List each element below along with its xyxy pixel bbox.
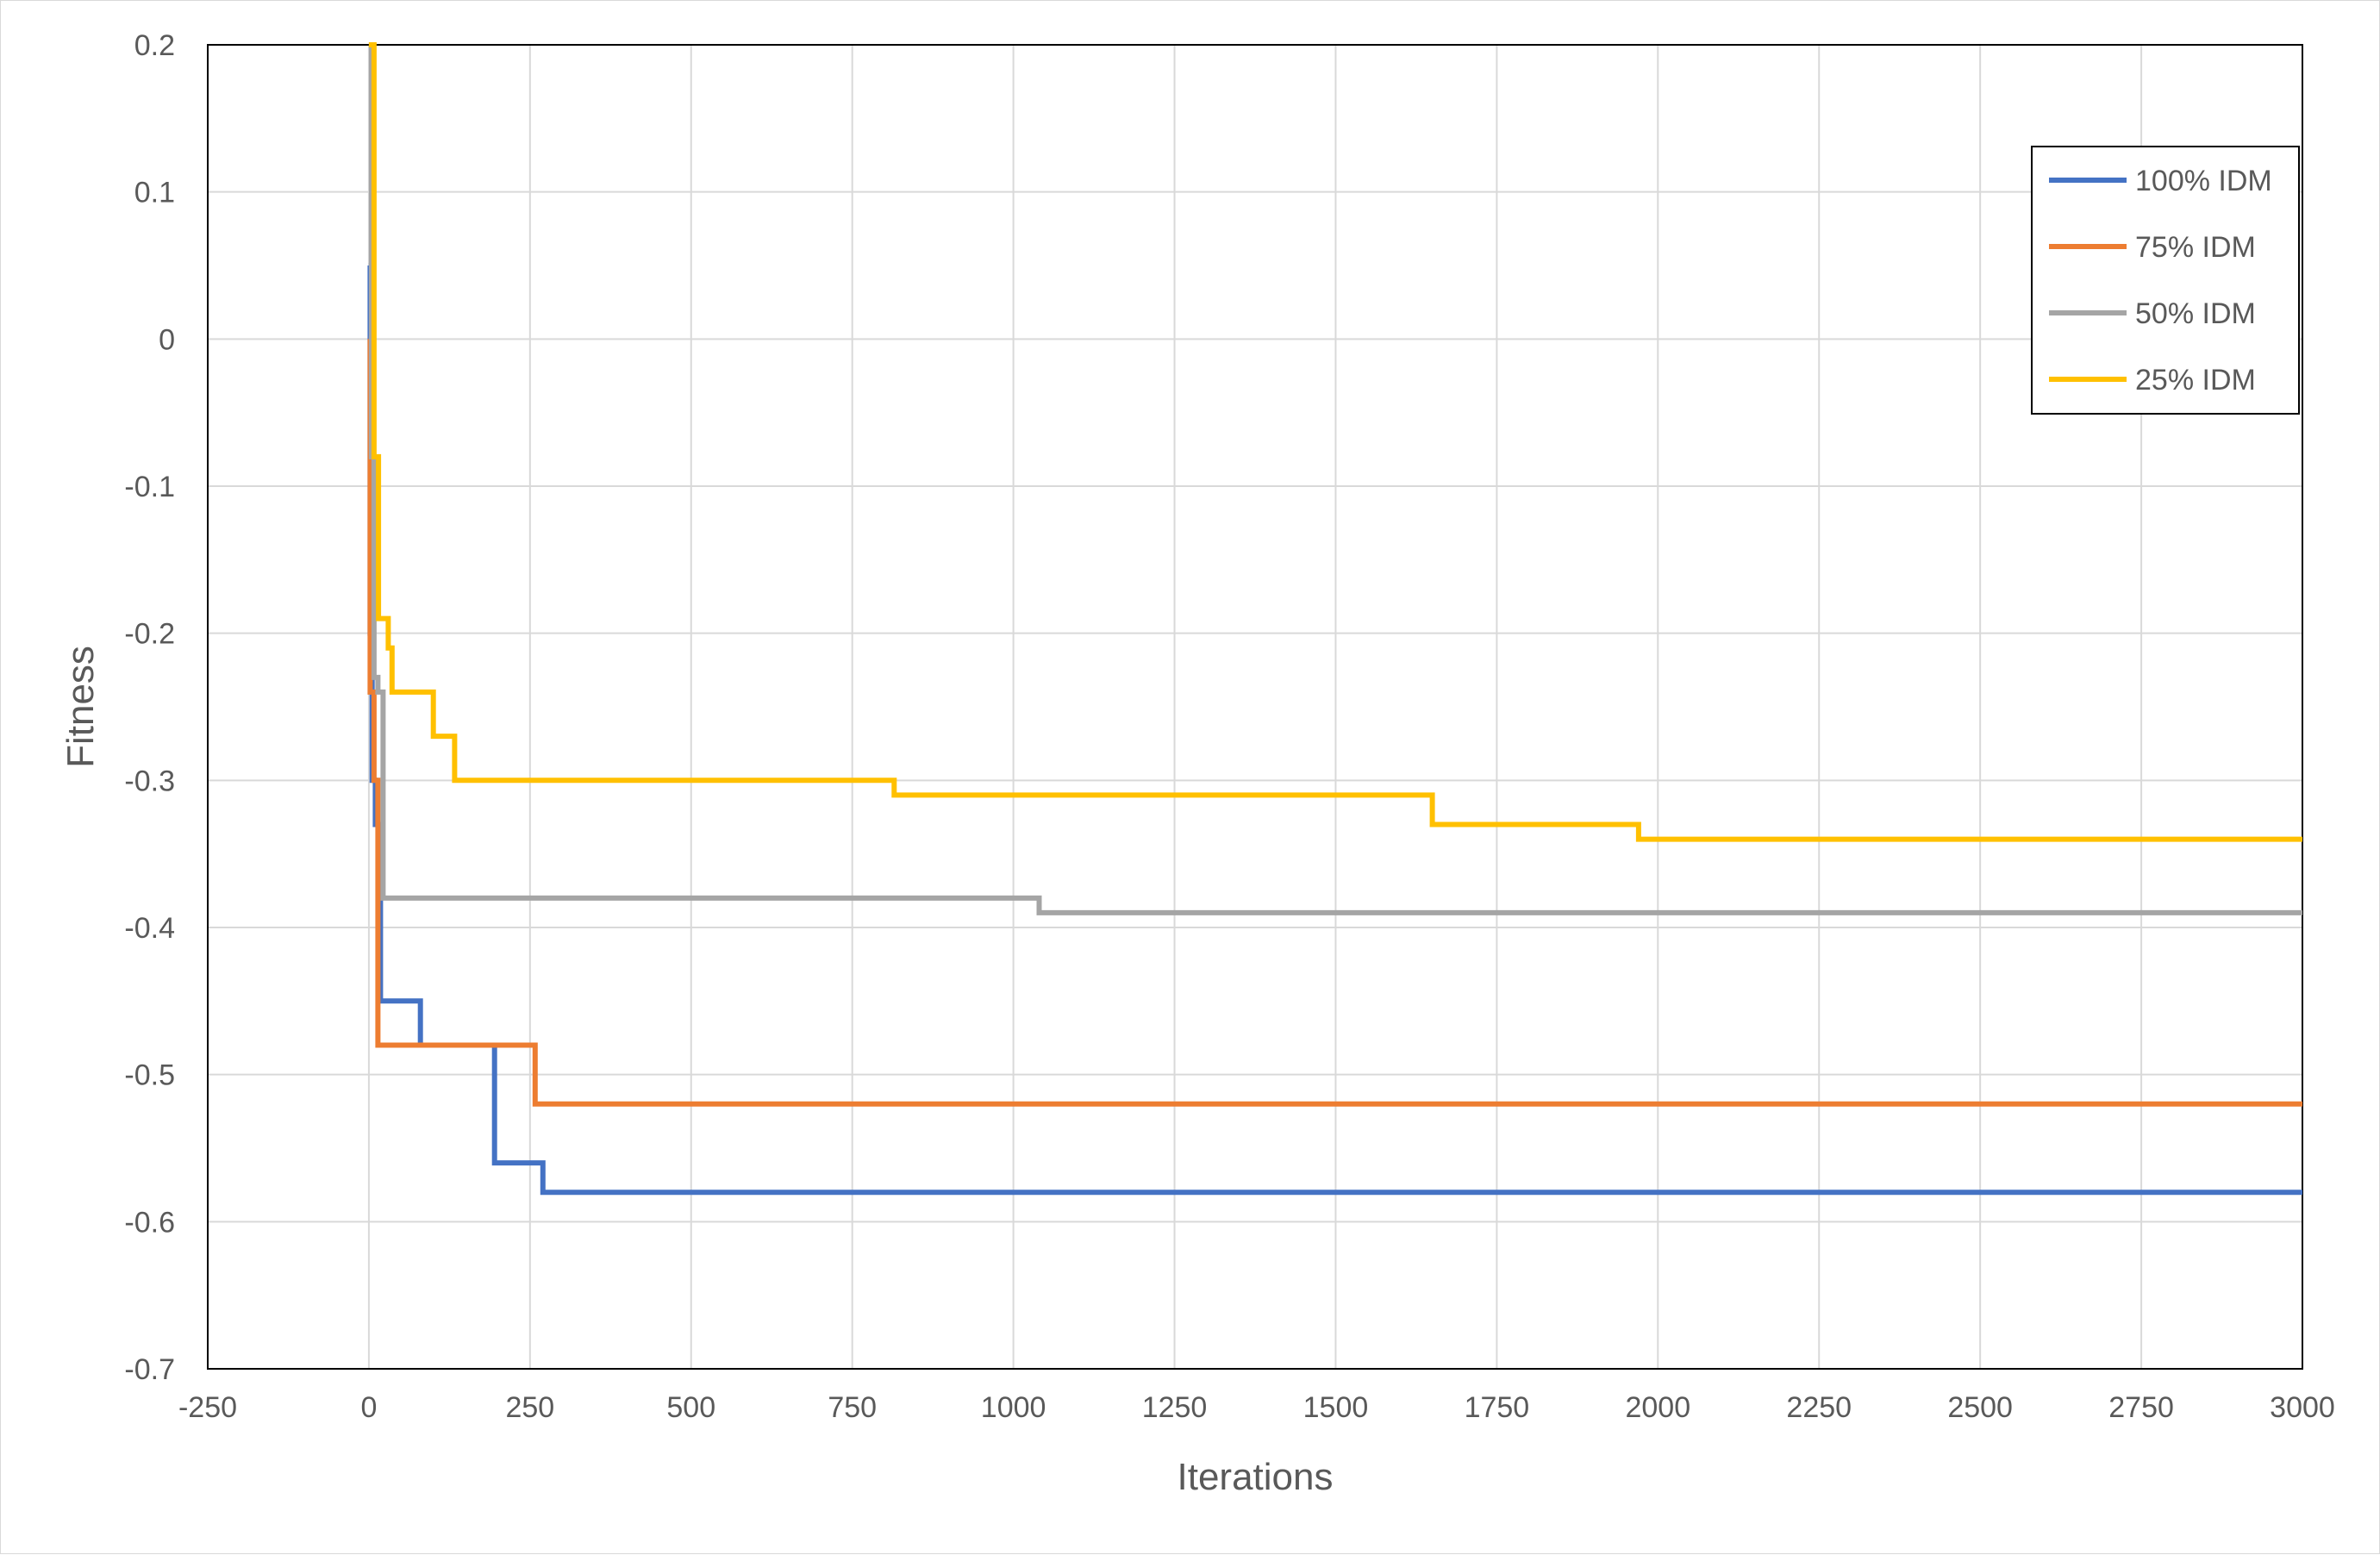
- x-tick-label: 2000: [1625, 1391, 1690, 1424]
- y-tick-label: -0.2: [124, 618, 175, 651]
- y-tick-label: -0.6: [124, 1206, 175, 1239]
- legend-box: [2031, 146, 2300, 415]
- x-tick-label: 0: [360, 1391, 377, 1424]
- y-tick-label: 0.2: [134, 29, 175, 62]
- x-tick-label: 1500: [1303, 1391, 1369, 1424]
- x-tick-label: 250: [505, 1391, 554, 1424]
- x-axis-title: Iterations: [1178, 1456, 1334, 1498]
- x-tick-label: 2250: [1786, 1391, 1852, 1424]
- x-tick-label: 750: [828, 1391, 877, 1424]
- series-line-75-idm: [367, 336, 2302, 1107]
- legend: 100% IDM 75% IDM 50% IDM 25% IDM: [2031, 146, 2300, 415]
- y-tick-label: -0.7: [124, 1353, 175, 1386]
- legend-label-50-idm: 50% IDM: [2135, 297, 2256, 330]
- x-tick-label: -250: [178, 1391, 237, 1424]
- y-tick-label: -0.4: [124, 912, 175, 945]
- x-tick-label: 1000: [981, 1391, 1046, 1424]
- x-tick-label: 500: [666, 1391, 715, 1424]
- legend-label-25-idm: 25% IDM: [2135, 364, 2256, 397]
- y-tick-label: -0.3: [124, 765, 175, 797]
- legend-label-75-idm: 75% IDM: [2135, 231, 2256, 264]
- x-tick-label: 1750: [1465, 1391, 1530, 1424]
- plot-area-border: [207, 44, 2303, 1370]
- legend-label-100-idm: 100% IDM: [2135, 165, 2272, 197]
- x-axis-ticks: -250 0 250 500 750 1000 1250 1500 1750 2000 2250 25…: [178, 1391, 2335, 1424]
- y-axis-ticks: 0.2 0.1 0 -0.1 -0.2 -0.3 -0.4 -0.5 -0.6 -0.7: [124, 29, 175, 1386]
- series-line-25-idm: [368, 42, 2302, 842]
- x-tick-label: 2750: [2108, 1391, 2174, 1424]
- y-axis-title: Fitness: [59, 646, 102, 768]
- y-tick-label: 0: [159, 323, 175, 356]
- x-tick-label: 2500: [1947, 1391, 2013, 1424]
- y-tick-label: -0.5: [124, 1059, 175, 1092]
- series-lines: [367, 42, 2302, 1196]
- y-tick-label: -0.1: [124, 471, 175, 503]
- gridlines: [207, 44, 2303, 1370]
- x-tick-label: 3000: [2270, 1391, 2335, 1424]
- y-tick-label: 0.1: [134, 177, 175, 209]
- x-tick-label: 1250: [1142, 1391, 1208, 1424]
